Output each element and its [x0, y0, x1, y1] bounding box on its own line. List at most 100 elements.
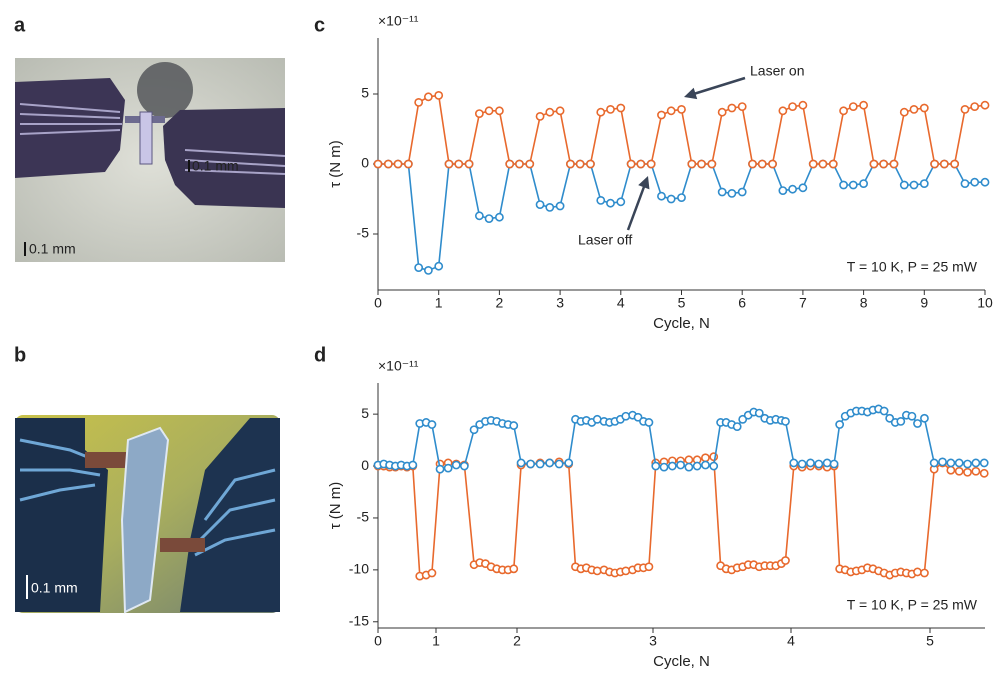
- data-point: [555, 201, 565, 211]
- panel-letter: c: [314, 14, 325, 36]
- data-point: [950, 159, 960, 169]
- data-point: [848, 180, 858, 190]
- data-point: [697, 159, 706, 169]
- data-point: [443, 463, 453, 473]
- data-point: [737, 102, 747, 111]
- y-axis-label: τ (N m): [327, 140, 344, 188]
- x-tick-label: 4: [787, 633, 795, 649]
- data-point: [659, 462, 669, 472]
- data-point: [687, 159, 697, 169]
- data-point: [798, 100, 808, 110]
- data-point: [738, 414, 748, 424]
- x-tick-label: 5: [926, 633, 934, 649]
- data-point: [839, 106, 848, 116]
- data-point: [606, 105, 615, 114]
- x-tick-label: 10: [977, 295, 993, 311]
- y-tick-label: 5: [361, 85, 369, 101]
- data-point: [839, 180, 848, 190]
- data-point: [434, 261, 444, 271]
- data-point: [616, 197, 626, 207]
- data-point: [778, 106, 788, 116]
- data-point: [644, 418, 654, 427]
- y-tick-label: 0: [361, 155, 369, 171]
- data-point: [494, 212, 504, 222]
- data-point: [913, 567, 922, 577]
- data-point: [606, 198, 615, 208]
- x-tick-label: 8: [860, 295, 868, 311]
- data-point: [960, 105, 970, 114]
- data-point: [554, 459, 564, 469]
- data-point: [509, 564, 519, 574]
- data-point: [596, 195, 606, 205]
- data-point: [459, 461, 469, 471]
- data-point: [373, 159, 383, 169]
- data-point: [896, 417, 906, 426]
- data-point: [526, 459, 535, 469]
- data-point: [797, 459, 807, 469]
- data-point: [545, 458, 555, 468]
- data-point: [954, 458, 964, 468]
- data-point: [754, 408, 764, 418]
- x-tick-label: 1: [435, 295, 443, 311]
- data-point: [535, 459, 545, 469]
- data-point: [822, 458, 832, 468]
- data-point: [778, 186, 788, 195]
- data-point: [555, 106, 565, 116]
- y-tick-label: -15: [349, 612, 369, 628]
- data-point: [383, 159, 393, 169]
- data-point: [427, 568, 437, 578]
- scale-label: 0.1 mm: [192, 158, 239, 174]
- data-point: [930, 159, 940, 169]
- data-point: [692, 461, 702, 471]
- data-point: [434, 91, 444, 100]
- data-point: [657, 110, 666, 120]
- data-point: [920, 568, 929, 578]
- data-point: [971, 458, 981, 468]
- data-point: [474, 211, 484, 221]
- data-point: [946, 465, 956, 475]
- data-point: [657, 191, 666, 201]
- data-point: [781, 556, 790, 565]
- data-point: [788, 184, 797, 194]
- data-point: [464, 159, 474, 169]
- y-tick-label: 5: [361, 405, 369, 421]
- data-point: [889, 159, 899, 169]
- data-point: [596, 107, 606, 117]
- data-point: [737, 187, 747, 197]
- data-point: [408, 460, 418, 470]
- data-point: [748, 159, 757, 169]
- data-point: [454, 159, 464, 169]
- data-point: [814, 459, 824, 469]
- data-point: [444, 159, 454, 169]
- data-point: [701, 453, 710, 463]
- x-axis-label: Cycle, N: [653, 653, 710, 670]
- data-point: [677, 105, 686, 114]
- data-point: [979, 458, 989, 468]
- data-point: [899, 180, 909, 190]
- data-point: [564, 458, 574, 468]
- photo-b: 0.1 mm: [15, 415, 280, 614]
- data-point: [732, 422, 742, 432]
- x-tick-label: 2: [513, 633, 521, 649]
- annotation: Laser off: [578, 232, 632, 248]
- data-point: [960, 179, 970, 188]
- data-point: [971, 466, 981, 476]
- data-point: [828, 159, 838, 169]
- data-point: [644, 562, 654, 572]
- data-point: [414, 263, 424, 272]
- data-point: [423, 265, 433, 275]
- arrow-head: [638, 176, 650, 190]
- x-tick-label: 0: [374, 295, 382, 311]
- data-point: [509, 421, 519, 430]
- annotation: Laser on: [750, 63, 804, 79]
- data-point: [717, 107, 727, 117]
- data-point: [788, 102, 797, 111]
- data-point: [545, 107, 555, 117]
- data-point: [919, 103, 929, 113]
- y-tick-label: -5: [357, 225, 370, 241]
- data-point: [909, 180, 919, 190]
- data-point: [636, 159, 646, 169]
- data-point: [859, 100, 868, 110]
- panel-letter: d: [314, 344, 326, 366]
